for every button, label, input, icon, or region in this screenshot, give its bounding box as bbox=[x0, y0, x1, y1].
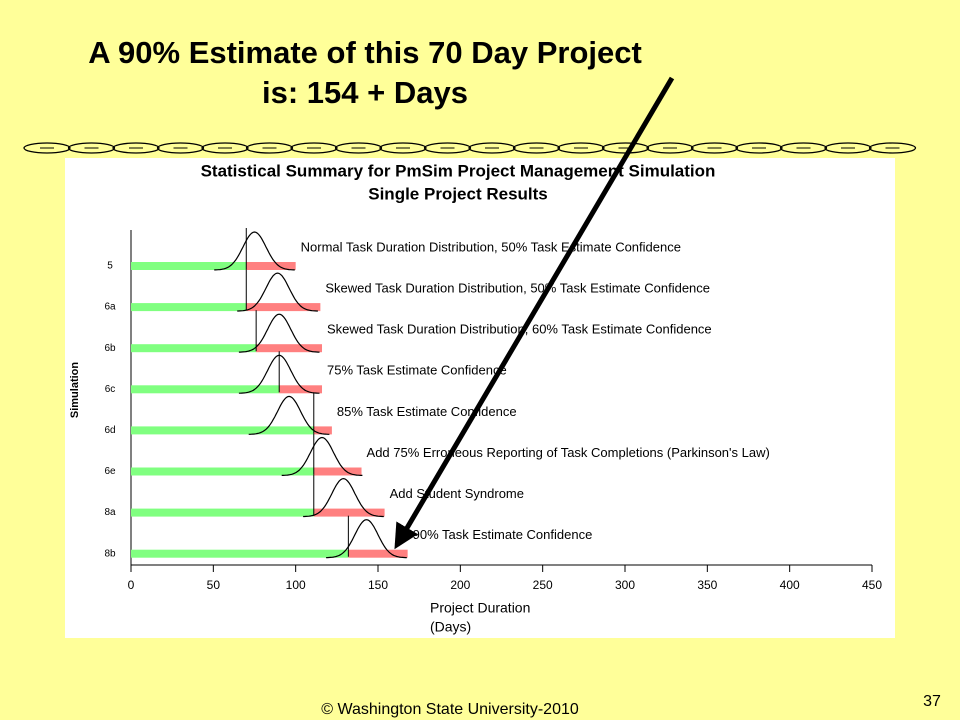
bar-segment bbox=[131, 467, 314, 476]
chain-link bbox=[512, 142, 561, 154]
bar-segment bbox=[131, 508, 314, 517]
chain-link bbox=[468, 142, 516, 154]
bar-segment bbox=[131, 344, 257, 353]
annotation: Add Student Syndrome bbox=[390, 486, 524, 501]
annotation: 90% Task Estimate Confidence bbox=[413, 527, 593, 542]
chain-link bbox=[379, 142, 427, 154]
plot: 0 50 100 150 200 250 300 350 400 450 5 Normal Task … bbox=[104, 228, 882, 592]
chain-link bbox=[646, 142, 694, 154]
bar-segment bbox=[131, 262, 247, 270]
x-tick-label: 50 bbox=[207, 578, 221, 592]
chain-link bbox=[423, 142, 472, 154]
slide-title: is: 154 + Days bbox=[262, 75, 468, 110]
distribution-curve bbox=[237, 272, 318, 312]
y-axis-label: Simulation bbox=[69, 362, 81, 419]
x-tick-label: 200 bbox=[450, 578, 470, 592]
chain-link bbox=[334, 142, 383, 154]
chain-link bbox=[824, 142, 872, 154]
annotation: 75% Task Estimate Confidence bbox=[327, 363, 507, 378]
footer: © Washington State University-2010 bbox=[321, 701, 579, 718]
y-tick-label: 8b bbox=[104, 548, 116, 559]
decorative-chain bbox=[23, 142, 917, 154]
annotation: Skewed Task Duration Distribution, 60% T… bbox=[327, 322, 712, 337]
chain-link bbox=[290, 142, 338, 154]
bar-segment bbox=[313, 467, 362, 476]
x-tick-label: 450 bbox=[862, 578, 882, 592]
bar-segment bbox=[348, 549, 408, 558]
chain-link bbox=[156, 142, 205, 154]
y-tick-label: 6c bbox=[105, 384, 116, 395]
y-tick-label: 8a bbox=[104, 507, 116, 518]
distribution-curve bbox=[238, 354, 320, 394]
distribution-curve bbox=[326, 519, 407, 559]
bar-segment bbox=[131, 385, 280, 394]
distribution-curve bbox=[281, 436, 363, 476]
bar-segment bbox=[256, 344, 323, 353]
chart-title: Statistical Summary for PmSim Project Ma… bbox=[201, 161, 716, 180]
chain-link bbox=[779, 142, 828, 154]
y-tick-label: 6a bbox=[104, 302, 116, 313]
bar-segment bbox=[279, 385, 323, 394]
chain-link bbox=[557, 142, 605, 154]
chain-link bbox=[201, 142, 249, 154]
bar-segment bbox=[131, 549, 349, 558]
chain-link bbox=[23, 142, 71, 154]
bar-segment bbox=[313, 508, 385, 517]
annotation: Add 75% Erroneous Reporting of Task Comp… bbox=[367, 445, 770, 460]
page-number: 37 bbox=[923, 693, 941, 710]
x-tick-label: 250 bbox=[533, 578, 553, 592]
bar-segment bbox=[131, 303, 247, 312]
annotation: Skewed Task Duration Distribution, 50% T… bbox=[325, 281, 710, 296]
distribution-curve bbox=[214, 231, 295, 271]
chain-link bbox=[245, 142, 294, 154]
y-tick-label: 6d bbox=[104, 425, 115, 436]
bar-segment bbox=[313, 426, 332, 435]
x-axis-unit: (Days) bbox=[430, 619, 471, 635]
x-tick-label: 400 bbox=[780, 578, 800, 592]
chain-link bbox=[67, 142, 116, 154]
x-tick-label: 300 bbox=[615, 578, 635, 592]
y-tick-label: 5 bbox=[107, 261, 113, 272]
x-tick-label: 350 bbox=[697, 578, 717, 592]
arrow bbox=[394, 76, 675, 550]
x-tick-label: 150 bbox=[368, 578, 388, 592]
chain-link bbox=[868, 142, 917, 154]
y-tick-label: 6e bbox=[104, 466, 116, 477]
chain-link bbox=[112, 142, 160, 154]
annotation: 85% Task Estimate Confidence bbox=[337, 404, 517, 419]
distribution-curve bbox=[303, 477, 384, 518]
bar-segment bbox=[246, 303, 321, 312]
bar-segment bbox=[246, 262, 296, 270]
slide-title: A 90% Estimate of this 70 Day Project bbox=[88, 35, 642, 70]
distribution-curve bbox=[238, 313, 320, 353]
y-tick-label: 6b bbox=[104, 343, 116, 354]
chart-panel bbox=[65, 158, 895, 638]
chart-subtitle: Single Project Results bbox=[368, 184, 548, 203]
bar-segment bbox=[131, 426, 314, 435]
annotation: Normal Task Duration Distribution, 50% T… bbox=[301, 239, 681, 254]
x-tick-label: 100 bbox=[286, 578, 306, 592]
distribution-curve bbox=[248, 395, 330, 435]
x-tick-label: 0 bbox=[128, 578, 135, 592]
chain-link bbox=[690, 142, 739, 154]
chain-link bbox=[735, 142, 783, 154]
x-axis-label: Project Duration bbox=[430, 600, 530, 616]
